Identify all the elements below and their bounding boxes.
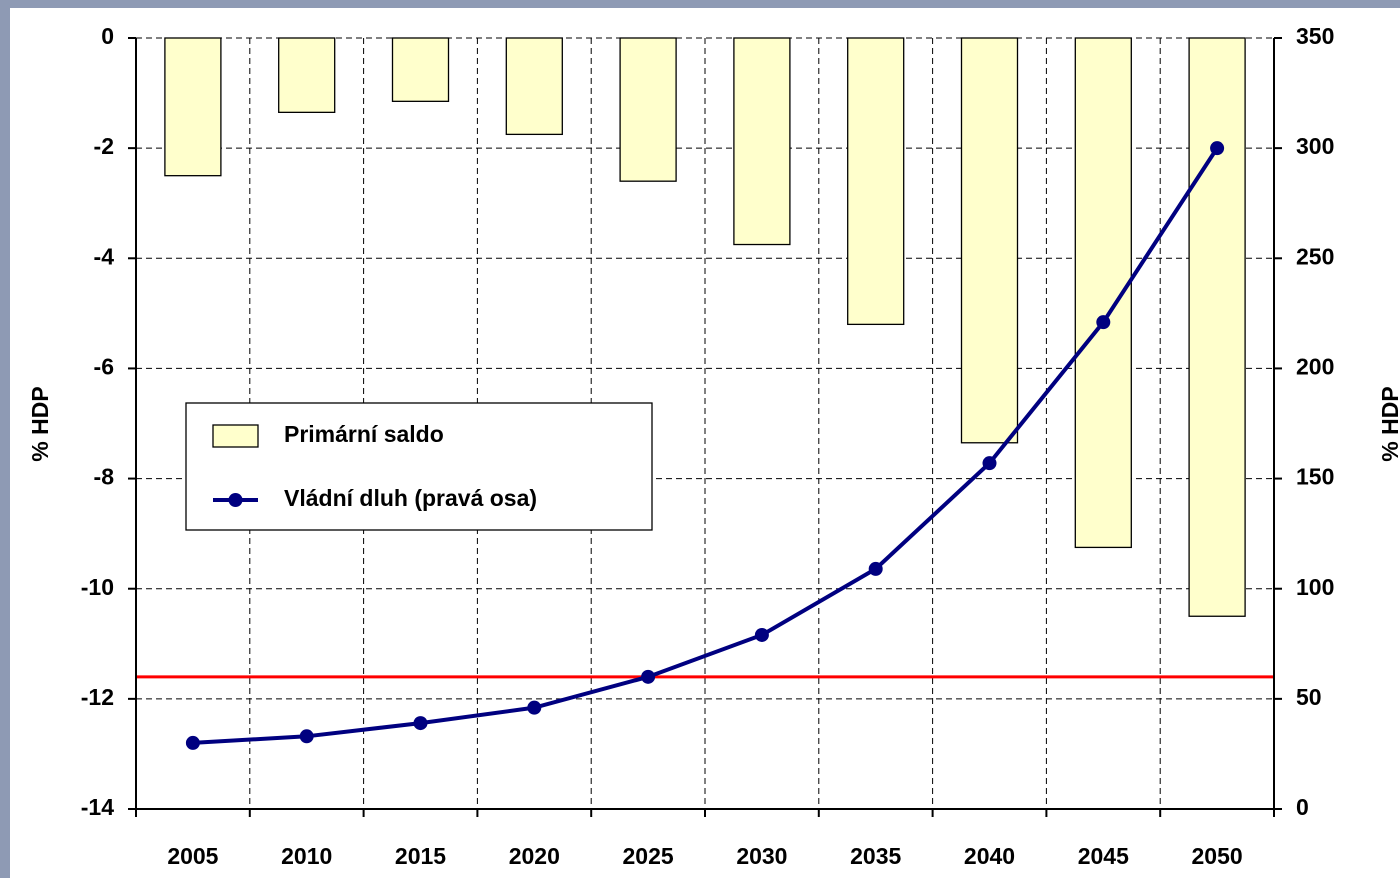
legend-label: Primární saldo [284, 421, 444, 447]
line-marker [868, 561, 883, 576]
legend-box [185, 402, 653, 531]
x-tick-label: 2035 [850, 843, 901, 869]
y2-tick-label: 50 [1296, 684, 1322, 710]
y-tick-label: -14 [81, 794, 114, 820]
x-tick-label: 2040 [964, 843, 1015, 869]
line-marker [641, 669, 656, 684]
y-tick-label: -2 [94, 133, 114, 159]
frame-top [0, 0, 1400, 8]
x-tick-label: 2005 [167, 843, 218, 869]
line-marker [299, 729, 314, 744]
bar [619, 37, 677, 182]
bar [391, 37, 450, 102]
legend-label: Vládní dluh (pravá osa) [284, 485, 537, 511]
x-tick-label: 2050 [1192, 843, 1243, 869]
x-tick-label: 2010 [281, 843, 332, 869]
y-axis-label: % HDP [27, 386, 53, 461]
x-tick-label: 2030 [736, 843, 787, 869]
y-tick-label: -4 [94, 243, 115, 269]
line [192, 147, 1219, 745]
line-marker [982, 456, 997, 471]
y-tick-label: -8 [94, 464, 115, 490]
y-tick-label: -12 [81, 684, 114, 710]
bar [505, 37, 563, 136]
x-tick-label: 2020 [509, 843, 560, 869]
bar [164, 37, 222, 177]
y2-tick-label: 200 [1296, 354, 1334, 380]
y-tick-label: -6 [94, 354, 114, 380]
line-marker [1096, 315, 1111, 330]
bar [278, 37, 336, 113]
line-marker [1210, 141, 1225, 156]
frame-left [0, 0, 10, 878]
y2-tick-label: 150 [1296, 464, 1334, 490]
line-marker [185, 735, 200, 750]
x-tick-label: 2045 [1078, 843, 1129, 869]
bar [733, 37, 791, 246]
line-marker [527, 700, 542, 715]
legend-swatch [212, 424, 259, 448]
y-tick-label: -10 [81, 574, 114, 600]
y2-tick-label: 0 [1296, 794, 1309, 820]
x-tick-label: 2015 [395, 843, 446, 869]
y-tick-label: 0 [101, 23, 114, 49]
y2-tick-label: 100 [1296, 574, 1334, 600]
bar [847, 37, 905, 326]
line-marker [413, 716, 428, 731]
legend-marker [228, 493, 243, 507]
x-tick-label: 2025 [623, 843, 674, 869]
bar [960, 37, 1019, 444]
y2-tick-label: 250 [1296, 243, 1334, 269]
line-marker [754, 627, 769, 642]
bar [1188, 37, 1246, 617]
y2-tick-label: 350 [1296, 23, 1334, 49]
y2-axis-label: % HDP [1377, 386, 1400, 461]
y2-tick-label: 300 [1296, 133, 1334, 159]
